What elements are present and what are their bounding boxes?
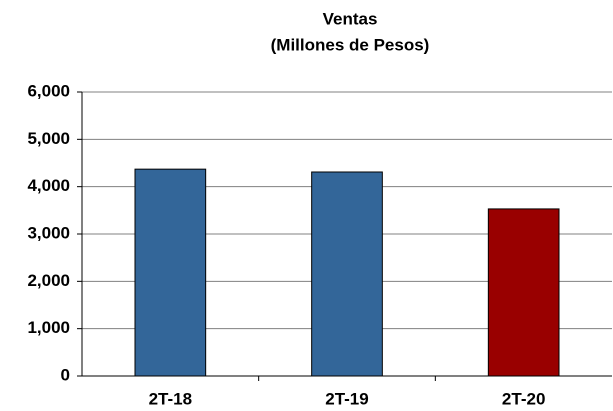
y-tick-label: 0	[61, 365, 70, 384]
y-tick-label: 1,000	[27, 318, 70, 337]
y-tick-label: 2,000	[27, 271, 70, 290]
bar	[487, 208, 560, 377]
y-tick-label: 4,000	[27, 176, 70, 195]
x-tick-label: 2T-19	[325, 389, 368, 408]
y-tick-label: 5,000	[27, 129, 70, 148]
y-tick-label: 6,000	[27, 81, 70, 100]
bar	[311, 171, 383, 377]
chart-subtitle: (Millones de Pesos)	[271, 35, 430, 54]
y-tick-label: 3,000	[27, 223, 70, 242]
chart-title: Ventas	[323, 9, 378, 28]
x-tick-label: 2T-20	[502, 389, 545, 408]
x-tick-label: 2T-18	[149, 389, 192, 408]
bar	[134, 168, 207, 377]
